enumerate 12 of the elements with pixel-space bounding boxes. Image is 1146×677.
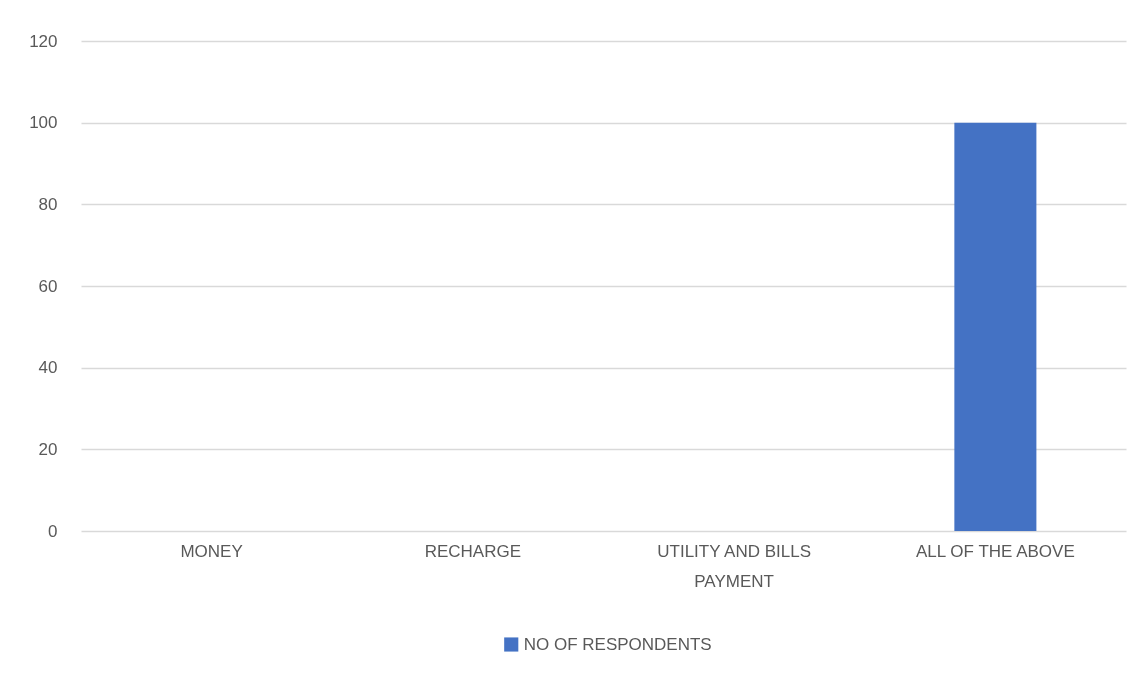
y-tick-label: 80 — [38, 194, 58, 214]
x-tick-label: MONEY — [180, 541, 243, 561]
x-tick-label: ALL OF THE ABOVE — [916, 541, 1075, 561]
x-tick-label: RECHARGE — [424, 541, 522, 561]
y-tick-label: 100 — [29, 113, 58, 133]
y-tick-label: 60 — [38, 276, 58, 296]
y-tick-label: 40 — [38, 358, 58, 378]
x-tick-label: UTILITY AND BILLS PAYMENT — [657, 541, 811, 591]
y-tick-label: 0 — [48, 521, 58, 541]
y-tick-label: 120 — [29, 31, 58, 51]
y-tick-label: 20 — [38, 439, 58, 459]
legend-label: NO OF RESPONDENTS — [523, 634, 712, 654]
